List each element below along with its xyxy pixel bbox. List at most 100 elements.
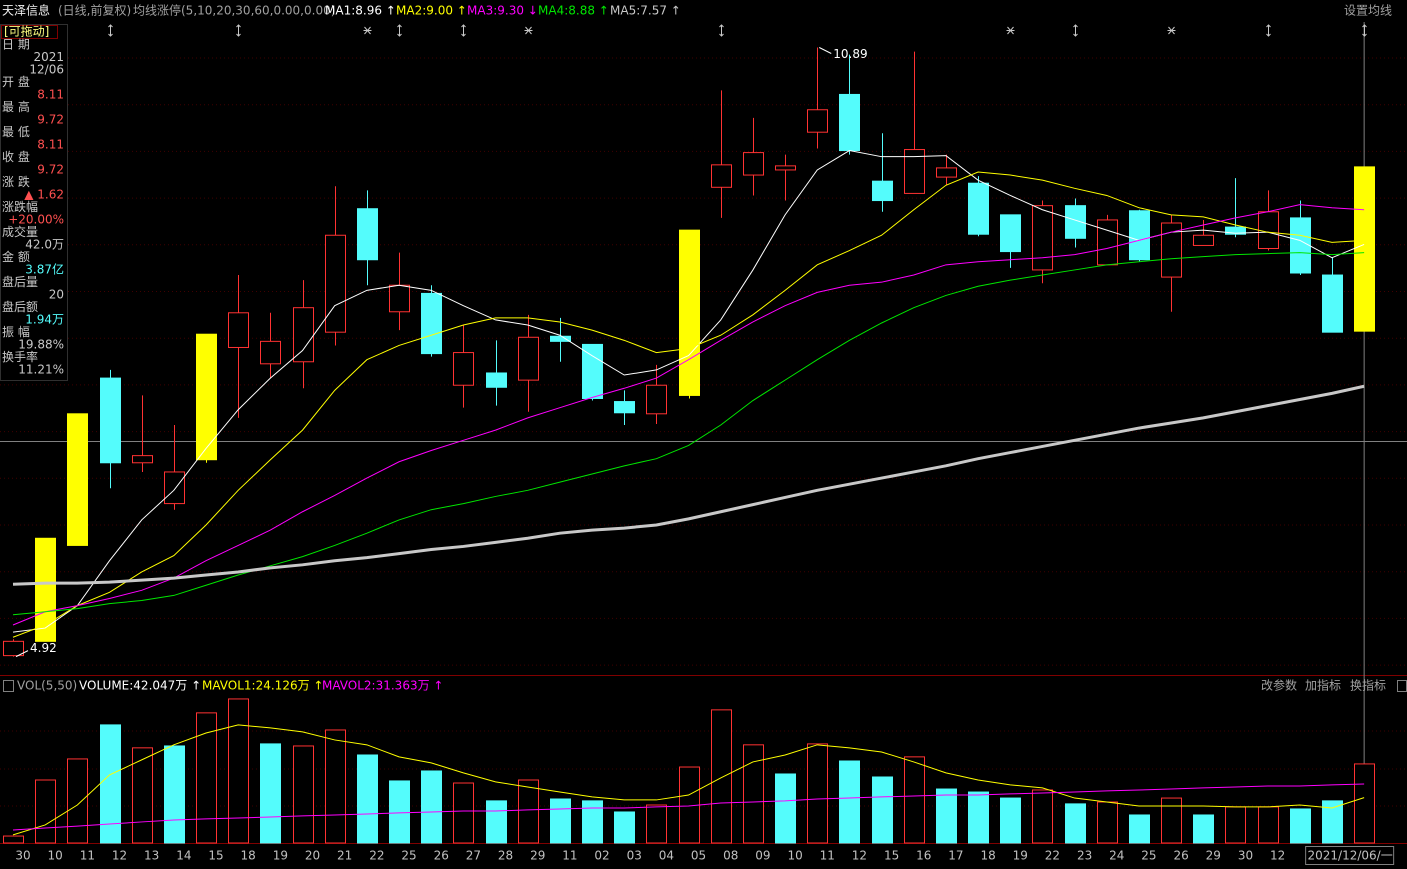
candle-body xyxy=(968,182,989,235)
info-label: 金 额 xyxy=(2,249,30,264)
volume-bar xyxy=(325,729,346,844)
x-tick-label: 29 xyxy=(530,849,545,863)
volume-bar xyxy=(614,811,635,844)
legend-entry: MAVOL1:24.126万 ↑ xyxy=(202,679,323,693)
info-value: 12/06 xyxy=(29,63,64,77)
volume-bar xyxy=(1129,814,1150,844)
event-marker xyxy=(524,26,533,35)
candle-body xyxy=(1225,226,1246,235)
info-label: 最 高 xyxy=(2,99,30,114)
candle-body xyxy=(1258,211,1279,250)
x-tick-label: 12 xyxy=(852,849,867,863)
legend-entry: MA4:8.88 ↑ xyxy=(538,4,609,18)
volume-bar xyxy=(807,743,828,844)
info-title: [可拖动] xyxy=(4,25,49,39)
volume-bar xyxy=(164,745,185,844)
x-tick-label: 18 xyxy=(980,849,995,863)
volume-bar xyxy=(132,747,153,844)
candle-body xyxy=(1354,166,1375,332)
x-tick-label: 10 xyxy=(48,849,63,863)
panel-button[interactable]: 改参数 xyxy=(1261,678,1297,693)
x-tick-label: 22 xyxy=(369,849,384,863)
x-tick-label: 13 xyxy=(144,849,159,863)
candle-body xyxy=(293,307,314,363)
info-value: 19.88% xyxy=(18,338,64,352)
x-tick-label: 2021/12/06/一 xyxy=(1308,849,1393,863)
event-marker xyxy=(1266,24,1271,37)
x-tick-label: 11 xyxy=(80,849,95,863)
x-tick-label: 30 xyxy=(15,849,30,863)
event-marker xyxy=(397,24,402,37)
event-marker xyxy=(461,24,466,37)
event-marker xyxy=(1362,24,1367,37)
volume-bar xyxy=(1000,797,1021,844)
info-value: 8.11 xyxy=(37,138,64,152)
info-label: 换手率 xyxy=(2,349,38,364)
legend-entry: VOLUME:42.047万 ↑ xyxy=(79,679,201,693)
x-tick-label: 28 xyxy=(498,849,513,863)
x-tick-label: 10 xyxy=(787,849,802,863)
x-tick-label: 25 xyxy=(401,849,416,863)
panel-button[interactable]: 加指标 xyxy=(1305,678,1341,693)
volume-bar xyxy=(1290,808,1311,844)
volume-average-line xyxy=(12,724,1365,836)
info-value: ▲ 1.62 xyxy=(24,188,64,202)
info-label: 涨 跌 xyxy=(2,174,30,189)
candle-body xyxy=(1290,217,1311,274)
x-tick-label: 26 xyxy=(1173,849,1188,863)
candle-body xyxy=(164,471,185,505)
volume-bar xyxy=(196,712,217,844)
candle-body xyxy=(936,167,957,178)
candle-body xyxy=(1097,219,1118,266)
info-value: 9.72 xyxy=(37,113,64,127)
volume-bar xyxy=(582,800,603,844)
candle-body xyxy=(228,312,249,348)
volume-bar xyxy=(904,756,925,844)
volume-bar xyxy=(293,745,314,844)
info-value: 2021 xyxy=(33,50,64,64)
panel-icon[interactable] xyxy=(3,680,14,692)
x-tick-label: 22 xyxy=(1045,849,1060,863)
info-label: 日 期 xyxy=(2,38,30,52)
candle-body xyxy=(614,401,635,414)
candle-body xyxy=(421,292,442,355)
volume-bar xyxy=(35,779,56,844)
x-tick-label: 17 xyxy=(948,849,963,863)
info-value: 9.72 xyxy=(37,163,64,177)
info-value: 42.0万 xyxy=(25,238,64,252)
info-value: 3.87亿 xyxy=(25,262,64,277)
info-label: 振 幅 xyxy=(2,324,30,339)
info-label: 收 盘 xyxy=(2,149,30,164)
x-tick-label: 27 xyxy=(466,849,481,863)
candle-body xyxy=(357,208,378,261)
candle-body xyxy=(1161,222,1182,278)
volume-bar xyxy=(711,709,732,844)
volume-bar xyxy=(743,744,764,844)
x-tick-label: 21 xyxy=(337,849,352,863)
x-tick-label: 09 xyxy=(755,849,770,863)
volume-bar xyxy=(1193,814,1214,844)
volume-bar xyxy=(1097,801,1118,844)
annotation-arrow xyxy=(819,47,832,54)
x-tick-label: 14 xyxy=(176,849,191,863)
x-tick-label: 26 xyxy=(434,849,449,863)
candle-body xyxy=(132,455,153,464)
candle-body xyxy=(807,109,828,133)
x-tick-label: 23 xyxy=(1077,849,1092,863)
x-tick-label: 19 xyxy=(1013,849,1028,863)
volume-title: VOL(5,50) xyxy=(17,679,77,693)
x-tick-label: 12 xyxy=(112,849,127,863)
candle-body xyxy=(711,164,732,188)
candle-body xyxy=(743,152,764,176)
moving-average-line xyxy=(12,384,1365,586)
volume-bar xyxy=(775,773,796,844)
settings-button[interactable]: 设置均线 xyxy=(1344,4,1392,18)
candle-body xyxy=(325,234,346,333)
panel-button[interactable]: 换指标 xyxy=(1350,678,1386,693)
x-tick-label: 05 xyxy=(691,849,706,863)
volume-bar xyxy=(1354,763,1375,844)
volume-bar xyxy=(260,743,281,844)
volume-bar xyxy=(1032,789,1053,844)
candle-body xyxy=(35,537,56,642)
drag-handle[interactable] xyxy=(1,25,58,39)
